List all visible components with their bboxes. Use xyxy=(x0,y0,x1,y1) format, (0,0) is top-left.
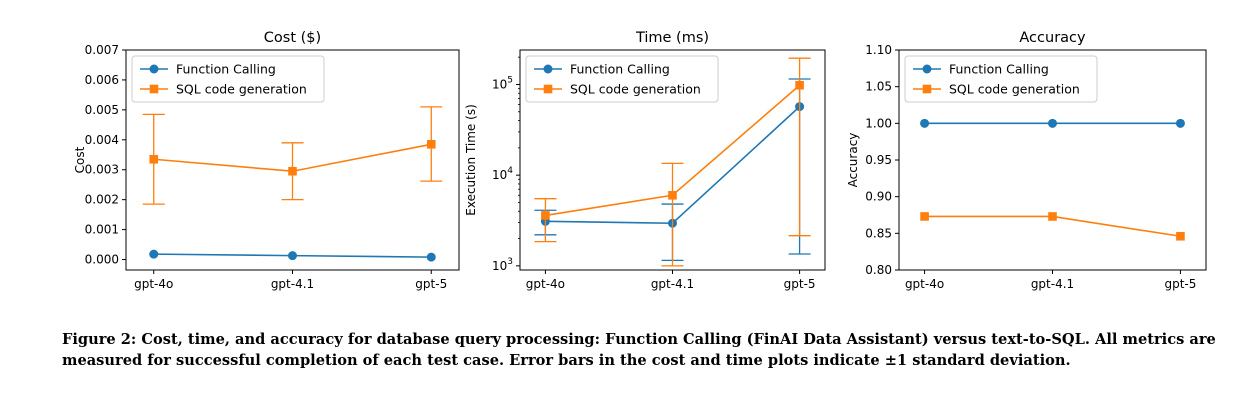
series-sql-code-generation xyxy=(142,106,443,205)
legend-marker xyxy=(922,64,932,74)
data-point xyxy=(288,251,297,261)
y-tick-label: 0.005 xyxy=(85,103,119,117)
chart-1: Cost ($) Cost 0.000 0.001 0.002 0.003 0.004 0.0… xyxy=(73,30,460,291)
data-point xyxy=(795,80,804,90)
x-tick-label: gpt-4.1 xyxy=(651,277,694,291)
legend-label: SQL code generation xyxy=(570,82,701,97)
series-sql-code-generation xyxy=(534,57,811,267)
y-tick-label: 0.004 xyxy=(85,133,119,147)
x-tick-label: gpt-4o xyxy=(526,277,565,291)
y-axis-label: Cost xyxy=(73,146,87,173)
chart-title: Cost ($) xyxy=(264,30,321,46)
y-tick-label: 1.00 xyxy=(865,116,892,130)
data-point xyxy=(426,139,436,149)
y-tick-label: 0.003 xyxy=(85,163,119,177)
legend-box xyxy=(904,55,1098,103)
x-tick-label: gpt-5 xyxy=(1164,277,1196,291)
legend: Function Calling SQL code generation xyxy=(131,55,325,103)
legend-label: Function Calling xyxy=(176,62,276,77)
y-tick-label: 105 xyxy=(492,75,513,91)
x-tick-label: gpt-4o xyxy=(905,277,944,291)
data-point xyxy=(149,249,159,259)
data-point xyxy=(1048,118,1057,128)
data-point xyxy=(1176,231,1185,241)
series-function-calling xyxy=(920,118,1185,128)
data-point xyxy=(541,211,550,220)
data-point xyxy=(426,252,436,262)
x-tick-label: gpt-4o xyxy=(134,277,173,291)
legend-marker xyxy=(922,84,932,94)
y-tick-label: 0.007 xyxy=(85,43,119,57)
chart-title: Time (ms) xyxy=(635,30,709,46)
y-tick-label: 1.10 xyxy=(865,43,892,57)
chart-title: Accuracy xyxy=(1019,30,1086,46)
y-tick-label: 0.85 xyxy=(865,226,892,240)
legend-marker xyxy=(149,64,159,74)
legend-marker xyxy=(543,84,553,94)
y-axis-label: Execution Time (s) xyxy=(464,104,478,216)
x-tick-label: gpt-4.1 xyxy=(1031,277,1074,291)
y-tick-label: 0.006 xyxy=(85,73,119,87)
x-tick-label: gpt-5 xyxy=(784,277,816,291)
figure-caption: Figure 2: Cost, time, and accuracy for d… xyxy=(62,331,1216,369)
data-point xyxy=(668,190,677,200)
y-tick-label: 0.90 xyxy=(865,190,892,204)
plot-frame xyxy=(519,49,826,271)
chart-2: Time (ms) Execution Time (s) 103 104 105 gpt-… xyxy=(464,30,826,291)
y-tick-label: 0.002 xyxy=(85,193,119,207)
data-point xyxy=(1175,118,1185,128)
legend-label: Function Calling xyxy=(570,62,670,77)
y-tick-label: 0.95 xyxy=(865,153,892,167)
legend-label: SQL code generation xyxy=(949,82,1080,97)
legend-label: Function Calling xyxy=(949,62,1049,77)
data-point xyxy=(149,154,159,164)
legend-label: SQL code generation xyxy=(176,82,307,97)
legend-box xyxy=(525,55,719,103)
series-sql-code-generation xyxy=(920,212,1185,241)
legend: Function Calling SQL code generation xyxy=(904,55,1098,103)
plot-frame xyxy=(898,49,1207,271)
legend-marker xyxy=(149,84,159,94)
y-tick-label: 0.000 xyxy=(85,253,119,267)
y-tick-label: 1.05 xyxy=(865,80,892,94)
data-point xyxy=(288,166,297,176)
data-point xyxy=(920,118,930,128)
chart-3: Accuracy Accuracy 0.80 0.85 0.90 0.95 1.00 1.05… xyxy=(846,30,1207,291)
data-point xyxy=(1048,212,1057,221)
legend-box xyxy=(131,55,325,103)
legend: Function Calling SQL code generation xyxy=(525,55,719,103)
series-function-calling xyxy=(149,249,436,262)
y-axis-label: Accuracy xyxy=(846,133,860,188)
y-tick-label: 103 xyxy=(492,257,513,273)
data-point xyxy=(920,212,929,221)
plot-frame xyxy=(125,49,460,271)
y-tick-label: 0.001 xyxy=(85,223,119,237)
x-tick-label: gpt-5 xyxy=(415,277,447,291)
legend-marker xyxy=(543,64,553,74)
y-tick-label: 104 xyxy=(492,166,513,182)
figure: Cost ($) Cost 0.000 0.001 0.002 0.003 0.004 0.0… xyxy=(73,30,1207,291)
x-tick-label: gpt-4.1 xyxy=(271,277,314,291)
y-tick-label: 0.80 xyxy=(865,263,892,277)
